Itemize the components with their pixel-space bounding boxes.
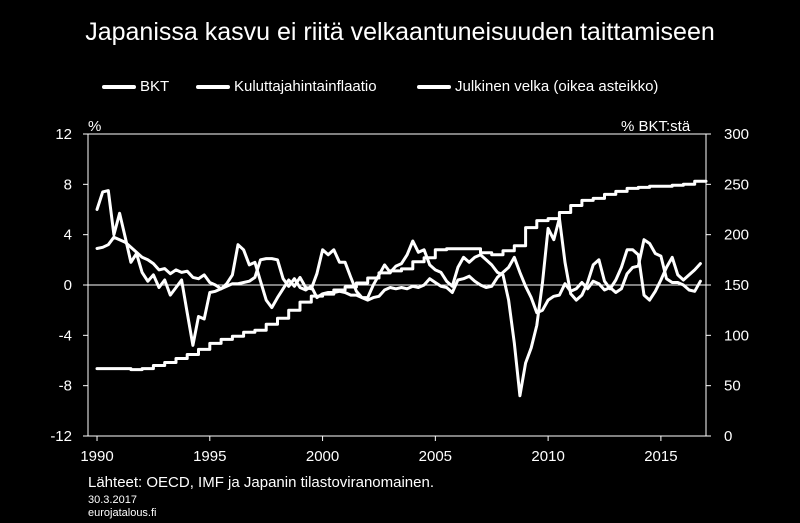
y-right-tick-label: 200: [724, 227, 749, 244]
y-right-tick-label: 100: [724, 327, 749, 344]
y-right-tick-label: 150: [724, 277, 749, 294]
y-left-tick-label: 8: [64, 176, 72, 193]
y-right-tick-label: 250: [724, 176, 749, 193]
y-left-tick-label: -8: [59, 378, 72, 395]
legend-swatch-inflation: [196, 84, 230, 89]
series-line-debt: [95, 179, 708, 372]
y-left-tick-label: 12: [55, 126, 72, 143]
legend-label-bkt: BKT: [140, 78, 170, 95]
chart-title: Japanissa kasvu ei riitä velkaantuneisuu…: [85, 18, 715, 46]
site-name: eurojatalous.fi: [88, 507, 157, 519]
source-note: Lähteet: OECD, IMF ja Japanin tilastovir…: [88, 474, 435, 491]
legend-swatch-bkt: [102, 84, 136, 89]
publication-date: 30.3.2017: [88, 494, 137, 506]
left-axis-unit: %: [88, 118, 102, 135]
y-left-tick-label: 4: [64, 227, 72, 244]
legend-swatch-debt: [417, 84, 451, 89]
x-tick-label: 2015: [644, 448, 677, 465]
y-left-tick-label: 0: [64, 277, 72, 294]
legend: BKT Kuluttajahintainflaatio Julkinen vel…: [0, 78, 800, 98]
legend-item-debt: Julkinen velka (oikea asteikko): [417, 78, 658, 95]
legend-label-inflation: Kuluttajahintainflaatio: [234, 78, 377, 95]
x-tick-label: 1995: [193, 448, 226, 465]
right-axis-unit: % BKT:stä: [621, 118, 691, 135]
series-line-inflation: [95, 235, 702, 315]
x-tick-label: 2000: [306, 448, 339, 465]
x-tick-label: 2005: [419, 448, 452, 465]
x-tick-label: 1990: [80, 448, 113, 465]
y-right-tick-label: 50: [724, 378, 741, 395]
legend-item-inflation: Kuluttajahintainflaatio: [196, 78, 377, 95]
legend-label-debt: Julkinen velka (oikea asteikko): [455, 78, 659, 95]
series-line-bkt: [95, 189, 702, 398]
y-right-tick-label: 0: [724, 428, 732, 445]
legend-item-bkt: BKT: [102, 78, 169, 95]
y-left-tick-label: -12: [50, 428, 72, 445]
y-right-tick-label: 300: [724, 126, 749, 143]
x-tick-label: 2010: [531, 448, 564, 465]
y-left-tick-label: -4: [59, 327, 72, 344]
